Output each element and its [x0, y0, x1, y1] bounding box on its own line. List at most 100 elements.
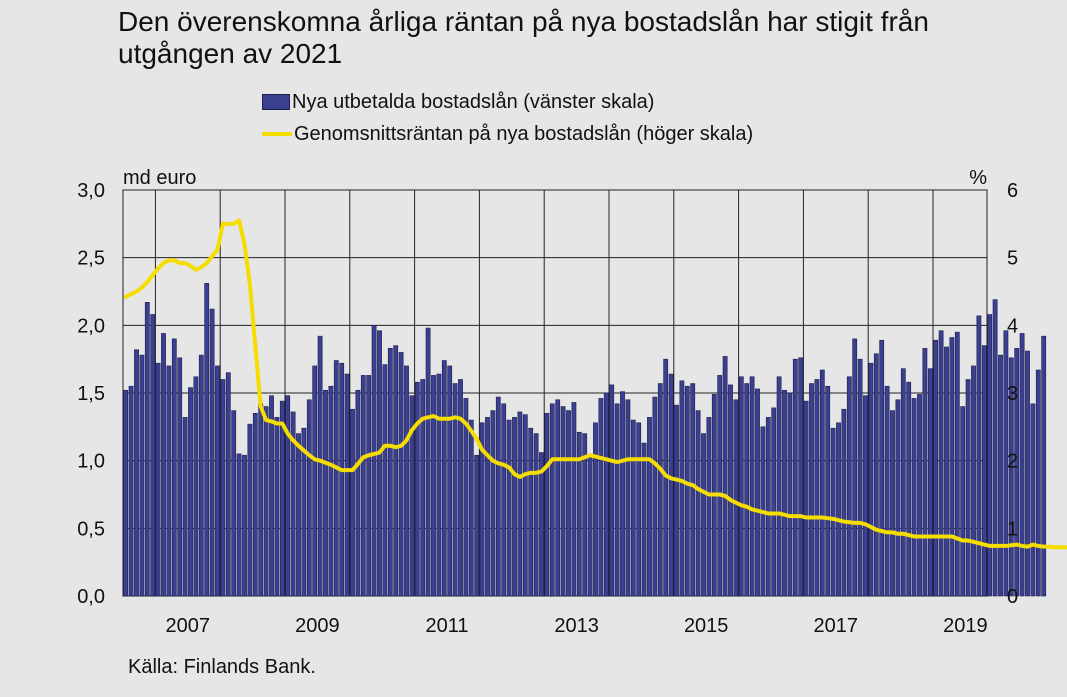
- bar: [468, 419, 474, 597]
- bar: [533, 433, 539, 597]
- bar: [738, 376, 744, 597]
- bar: [355, 389, 361, 597]
- left-tick-label: 0,0: [77, 586, 105, 608]
- bar: [846, 376, 852, 597]
- bar: [404, 365, 409, 597]
- bar: [420, 379, 426, 597]
- bar: [609, 384, 615, 597]
- bar: [1035, 369, 1041, 597]
- bar: [539, 452, 544, 597]
- bar-series: [123, 283, 1047, 597]
- bar: [722, 356, 728, 597]
- bar: [290, 411, 296, 597]
- bar: [857, 358, 863, 597]
- legend-bar-label: Nya utbetalda bostadslån (vänster skala): [292, 90, 655, 113]
- bar: [981, 345, 987, 597]
- bar: [328, 385, 334, 597]
- bar: [490, 410, 496, 597]
- bar: [360, 375, 366, 597]
- bar: [398, 352, 404, 597]
- bar: [528, 427, 534, 597]
- bar: [803, 400, 809, 597]
- legend: Nya utbetalda bostadslån (vänster skala)…: [262, 86, 753, 150]
- left-tick-label: 3,0: [77, 180, 105, 202]
- bar: [312, 365, 318, 597]
- legend-bar-swatch: [262, 94, 290, 110]
- bar: [463, 398, 469, 597]
- bar: [425, 327, 431, 597]
- bar: [441, 360, 447, 597]
- bar: [333, 360, 339, 597]
- x-tick-label: 2017: [814, 615, 859, 637]
- bar: [285, 395, 291, 597]
- bar: [728, 384, 733, 597]
- bar: [657, 383, 663, 597]
- bar: [301, 427, 307, 597]
- bar: [274, 417, 280, 597]
- bar: [906, 381, 912, 597]
- bar: [701, 433, 706, 597]
- bar: [544, 412, 550, 597]
- bar: [317, 335, 323, 597]
- bar: [512, 417, 517, 597]
- bar: [566, 410, 571, 597]
- bar: [279, 400, 285, 597]
- axes: 0,0 0,5 1,0 1,5 2,0 2,5 3,0 0 1 2 3 4 5 6 2007 2009 2011…: [77, 180, 1018, 637]
- bar: [787, 392, 793, 597]
- bar: [393, 345, 399, 597]
- bar: [258, 403, 264, 597]
- right-tick-label: 2: [1007, 451, 1018, 473]
- bar: [549, 403, 555, 597]
- bar: [134, 349, 139, 597]
- x-tick-label: 2013: [554, 615, 599, 637]
- bar: [198, 354, 204, 597]
- bar: [220, 379, 226, 597]
- bar: [414, 381, 420, 597]
- bar: [409, 395, 415, 597]
- bar: [506, 419, 512, 597]
- bar: [236, 453, 242, 597]
- bar: [1025, 350, 1030, 597]
- bar: [987, 314, 993, 597]
- bar: [479, 422, 485, 597]
- bar: [668, 373, 674, 597]
- legend-item-line: Genomsnittsräntan på nya bostadslån (hög…: [262, 118, 753, 150]
- left-tick-label: 1,0: [77, 451, 105, 473]
- legend-item-bars: Nya utbetalda bostadslån (vänster skala): [262, 86, 753, 118]
- bar: [825, 385, 831, 597]
- bar: [1008, 357, 1014, 597]
- bar: [474, 454, 480, 597]
- left-tick-label: 2,5: [77, 248, 105, 270]
- chart-title: Den överenskomna årliga räntan på nya bo…: [118, 6, 929, 69]
- right-unit-label: %: [969, 167, 987, 189]
- bar: [792, 358, 798, 597]
- bar: [717, 375, 723, 597]
- bar: [960, 406, 966, 597]
- bar: [625, 399, 631, 597]
- x-tick-label: 2015: [684, 615, 729, 637]
- legend-line-swatch: [262, 132, 292, 136]
- bar: [306, 399, 312, 597]
- x-tick-label: 2009: [295, 615, 340, 637]
- bar: [447, 365, 453, 597]
- right-tick-label: 1: [1007, 518, 1018, 540]
- bar: [603, 392, 609, 597]
- bar: [177, 357, 183, 597]
- x-tick-label: 2019: [943, 615, 988, 637]
- x-tick-label: 2011: [425, 615, 468, 637]
- bar: [641, 442, 647, 597]
- bar: [911, 398, 917, 597]
- left-tick-label: 1,5: [77, 383, 105, 405]
- bar: [954, 331, 960, 597]
- bar: [296, 433, 301, 597]
- bar: [1030, 403, 1036, 597]
- bar: [706, 417, 712, 597]
- bar: [555, 399, 561, 597]
- bar: [144, 302, 150, 597]
- right-tick-label: 6: [1007, 180, 1018, 202]
- bar: [944, 346, 949, 597]
- bar: [263, 406, 269, 597]
- bar: [830, 427, 836, 597]
- bar: [247, 423, 253, 597]
